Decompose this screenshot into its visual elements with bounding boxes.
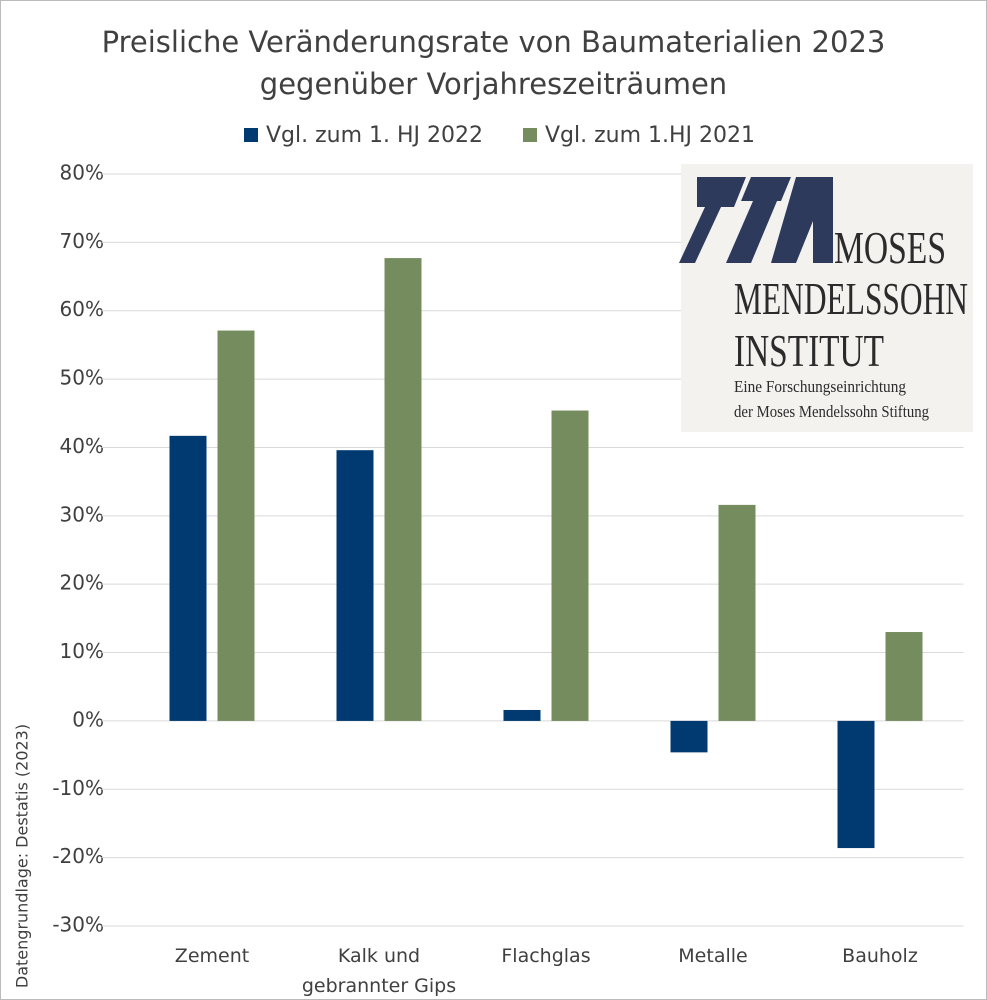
legend-label: Vgl. zum 1. HJ 2022 <box>266 123 483 148</box>
legend-label: Vgl. zum 1.HJ 2021 <box>545 123 755 148</box>
y-tick-label: 80% <box>60 161 104 185</box>
y-tick-label: -30% <box>52 913 104 937</box>
legend-swatch <box>523 128 537 142</box>
y-tick-label: 20% <box>60 571 104 595</box>
logo-text: MOSES <box>834 222 946 273</box>
logo: MOSES MENDELSSOHN INSTITUT Eine Forschun… <box>679 164 973 432</box>
bar <box>837 720 875 849</box>
y-tick-label: 10% <box>60 639 104 663</box>
logo-text: INSTITUT <box>734 325 884 376</box>
logo-tagline: Eine Forschungseinrichtung <box>734 377 906 396</box>
x-tick-label: Metalle <box>678 945 748 967</box>
bar <box>885 632 923 721</box>
x-tick-label: Flachglas <box>501 945 591 967</box>
bar <box>670 720 708 753</box>
bar <box>551 410 589 721</box>
logo-tagline: der Moses Mendelssohn Stiftung <box>734 402 929 421</box>
bar <box>384 258 422 721</box>
bar <box>503 709 541 721</box>
x-tick-label: Bauholz <box>842 945 918 967</box>
y-tick-label: -20% <box>52 844 104 868</box>
logo-shape <box>679 177 746 263</box>
logo-shape <box>726 177 791 263</box>
y-tick-label: 0% <box>72 707 104 731</box>
legend-swatch <box>244 128 258 142</box>
source-note: Datengrundlage: Destatis (2023) <box>13 724 32 988</box>
bar <box>718 504 756 721</box>
y-tick-label: -10% <box>52 776 104 800</box>
chart-title: Preisliche Veränderungsrate von Baumater… <box>101 25 886 101</box>
logo-text: MENDELSSOHN <box>734 273 968 324</box>
y-tick-label: 40% <box>60 434 104 458</box>
bar <box>217 330 255 721</box>
y-tick-label: 70% <box>60 229 104 253</box>
y-tick-label: 60% <box>60 297 104 321</box>
y-tick-label: 30% <box>60 502 104 526</box>
logo-shape <box>771 177 833 263</box>
x-tick-label: Kalk und gebrannter Gips <box>301 945 457 997</box>
y-tick-label: 50% <box>60 366 104 390</box>
x-tick-label: Zement <box>174 945 250 967</box>
bar <box>169 435 207 721</box>
bar <box>336 450 374 721</box>
